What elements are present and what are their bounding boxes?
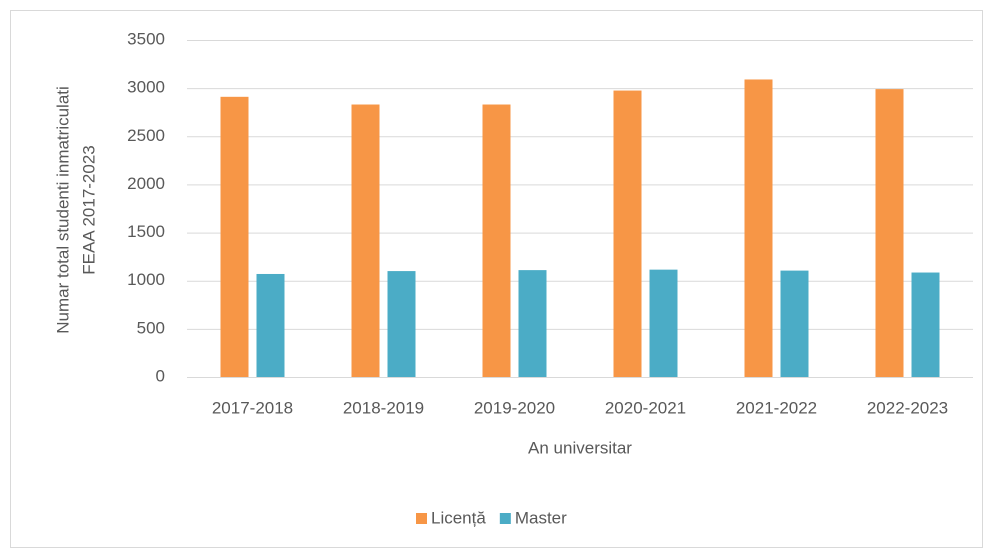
y-tick-label: 2500 <box>127 126 165 145</box>
y-tick-label: 3000 <box>127 78 165 97</box>
bar <box>875 89 904 377</box>
x-tick-label: 2021-2022 <box>736 398 817 417</box>
legend-swatch <box>499 513 511 524</box>
x-tick-label: 2022-2023 <box>867 398 948 417</box>
y-tick-label: 0 <box>156 366 165 385</box>
bar <box>649 269 678 377</box>
bar <box>780 270 809 377</box>
x-tick-label: 2020-2021 <box>605 398 686 417</box>
x-axis-label: An universitar <box>528 438 632 457</box>
bar <box>911 272 940 377</box>
y-axis-label: Numar total studenti inmatriculati <box>53 86 72 334</box>
bar <box>613 90 642 378</box>
bar <box>482 104 511 378</box>
bar <box>744 79 773 377</box>
y-tick-label: 1500 <box>127 222 165 241</box>
bar <box>387 271 416 377</box>
x-tick-label: 2019-2020 <box>474 398 555 417</box>
bar <box>351 104 380 378</box>
x-tick-label: 2017-2018 <box>212 398 293 417</box>
y-tick-label: 2000 <box>127 174 165 193</box>
bar <box>518 270 547 377</box>
y-tick-label: 3500 <box>127 29 165 48</box>
legend-label: Master <box>515 508 567 527</box>
y-tick-label: 500 <box>137 318 165 337</box>
x-tick-label: 2018-2019 <box>343 398 424 417</box>
legend-label: Licență <box>431 508 486 527</box>
bar <box>256 273 285 377</box>
bar <box>220 96 249 378</box>
y-tick-label: 1000 <box>127 270 165 289</box>
y-axis-label: FEAA 2017-2023 <box>79 145 98 274</box>
legend-swatch <box>416 513 427 524</box>
